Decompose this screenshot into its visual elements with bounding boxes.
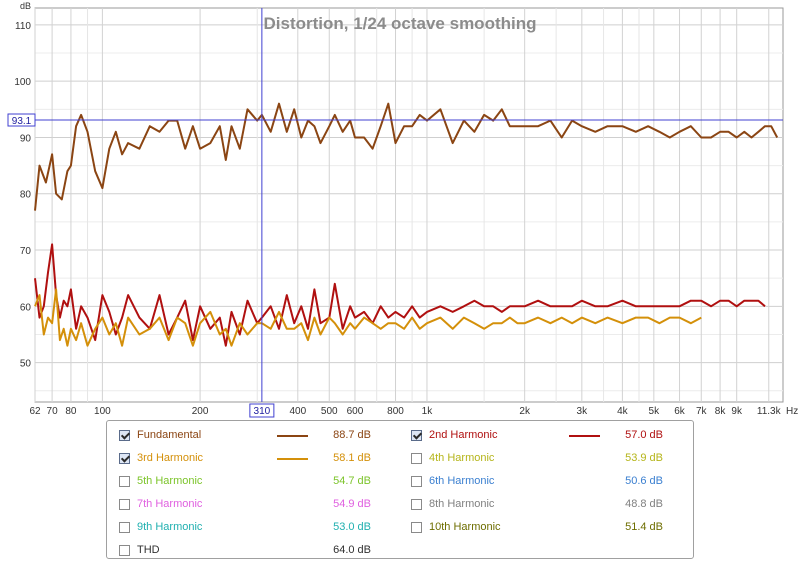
series-line-2nd-harmonic	[34, 243, 766, 347]
y-tick-label: 60	[20, 302, 32, 313]
legend-item-4th-harmonic: 4th Harmonic 53.9 dB	[405, 451, 697, 469]
y-tick-label: 100	[14, 77, 31, 88]
legend-item-thd: THD 64.0 dB	[113, 543, 405, 561]
legend-label: 6th Harmonic	[429, 475, 495, 487]
legend-item-7th-harmonic: 7th Harmonic 54.9 dB	[113, 497, 405, 515]
legend-value: 64.0 dB	[333, 544, 371, 556]
legend-value: 50.6 dB	[625, 475, 663, 487]
cursor-y-readout: 93.1	[12, 116, 32, 127]
chart-grid	[34, 7, 784, 403]
legend-checkbox[interactable]	[119, 430, 130, 441]
y-tick-label: 70	[20, 246, 32, 257]
legend-checkbox[interactable]	[411, 453, 422, 464]
legend-value: 54.9 dB	[333, 498, 371, 510]
x-tick-label: 7k	[696, 406, 708, 417]
x-tick-label: 80	[65, 406, 77, 417]
legend-item-9th-harmonic: 9th Harmonic 53.0 dB	[113, 520, 405, 538]
series-line-fundamental	[34, 102, 779, 211]
legend-line-sample	[569, 435, 600, 437]
y-tick-label: 110	[15, 21, 31, 32]
legend-value: 48.8 dB	[625, 498, 663, 510]
y-tick-label: 50	[20, 359, 32, 370]
chart-series	[34, 102, 779, 347]
x-tick-label: 6k	[674, 406, 686, 417]
legend-checkbox[interactable]	[411, 522, 422, 533]
x-tick-label: 8k	[715, 406, 727, 417]
cursor-x-readout-box	[249, 403, 275, 418]
legend-label: 2nd Harmonic	[429, 429, 498, 441]
x-axis-unit: Hz	[786, 406, 798, 417]
legend-checkbox[interactable]	[119, 476, 130, 487]
x-tick-label: 200	[192, 406, 209, 417]
x-tick-label: 500	[321, 406, 338, 417]
x-tick-label: 2k	[519, 406, 531, 417]
x-tick-label: 600	[347, 406, 364, 417]
x-axis: 62 70 80 100 200 400 500 600 800 1k 2k 3k 4k 5k 6k 7k 8k…	[29, 406, 798, 417]
legend-checkbox[interactable]	[411, 499, 422, 510]
x-tick-label: 400	[289, 406, 306, 417]
legend-checkbox[interactable]	[119, 522, 130, 533]
legend-item-fundamental: Fundamental 88.7 dB	[113, 428, 405, 446]
x-tick-label: 5k	[649, 406, 661, 417]
legend-value: 51.4 dB	[625, 521, 663, 533]
legend-label: 3rd Harmonic	[137, 452, 204, 464]
legend-item-5th-harmonic: 5th Harmonic 54.7 dB	[113, 474, 405, 492]
legend-panel: Fundamental 88.7 dB 2nd Harmonic 57.0 dB 3rd…	[106, 420, 694, 559]
y-axis-unit: dB	[20, 1, 31, 11]
x-tick-label: 800	[387, 406, 404, 417]
series-line-3rd-harmonic	[34, 288, 702, 347]
legend-label: 9th Harmonic	[137, 521, 203, 533]
legend-checkbox[interactable]	[119, 499, 130, 510]
x-tick-label: 9k	[731, 406, 743, 417]
chart-title: Distortion, 1/24 octave smoothing	[264, 14, 537, 33]
legend-checkbox[interactable]	[411, 430, 422, 441]
legend-label: 7th Harmonic	[137, 498, 203, 510]
x-tick-label: 4k	[617, 406, 629, 417]
legend-value: 53.9 dB	[625, 452, 663, 464]
x-tick-label: 62	[29, 406, 41, 417]
x-tick-label: 3k	[577, 406, 589, 417]
legend-line-sample	[277, 435, 308, 437]
legend-label: 8th Harmonic	[429, 498, 495, 510]
x-tick-label: 11.3k	[757, 406, 782, 417]
legend-label: Fundamental	[137, 429, 202, 441]
legend-item-6th-harmonic: 6th Harmonic 50.6 dB	[405, 474, 697, 492]
legend-checkbox[interactable]	[119, 453, 130, 464]
cursor[interactable]: 93.1 310	[7, 8, 783, 418]
cursor-x-readout: 310	[254, 406, 271, 417]
legend-item-10th-harmonic: 10th Harmonic 51.4 dB	[405, 520, 697, 538]
legend-line-sample	[277, 458, 308, 460]
y-axis: 50 60 70 80 90 100 110	[14, 21, 31, 370]
cursor-y-readout-box	[7, 113, 36, 127]
legend-label: 5th Harmonic	[137, 475, 203, 487]
plot-frame	[34, 7, 784, 403]
y-tick-label: 90	[20, 133, 32, 144]
legend-value: 58.1 dB	[333, 452, 371, 464]
x-tick-label: 100	[94, 406, 111, 417]
legend-checkbox[interactable]	[119, 545, 130, 556]
legend-item-8th-harmonic: 8th Harmonic 48.8 dB	[405, 497, 697, 515]
legend-value: 57.0 dB	[625, 429, 663, 441]
legend-checkbox[interactable]	[411, 476, 422, 487]
distortion-chart[interactable]: 50 60 70 80 90 100 110 62 70 80 100 200 400 500 600 80…	[0, 0, 800, 420]
legend-item-2nd-harmonic: 2nd Harmonic 57.0 dB	[405, 428, 697, 446]
x-tick-label: 70	[47, 406, 59, 417]
legend-value: 54.7 dB	[333, 475, 371, 487]
legend-label: 10th Harmonic	[429, 521, 501, 533]
legend-item-3rd-harmonic: 3rd Harmonic 58.1 dB	[113, 451, 405, 469]
y-tick-label: 80	[20, 190, 32, 201]
legend-label: 4th Harmonic	[429, 452, 495, 464]
legend-value: 88.7 dB	[333, 429, 371, 441]
x-tick-label: 1k	[422, 406, 434, 417]
legend-label: THD	[137, 544, 160, 556]
legend-value: 53.0 dB	[333, 521, 371, 533]
